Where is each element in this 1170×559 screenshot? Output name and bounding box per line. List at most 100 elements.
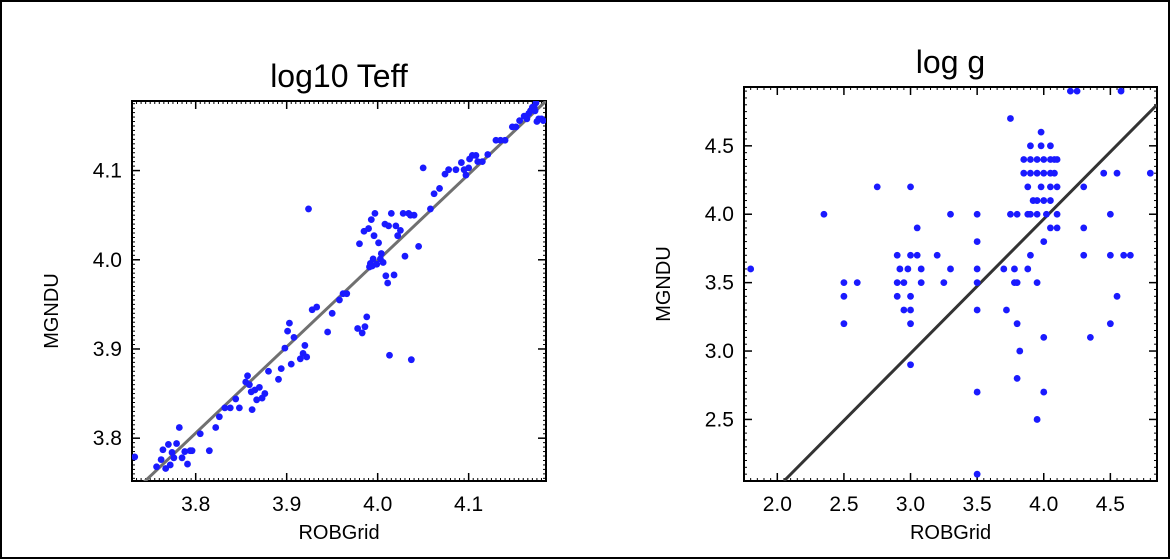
y-tick-label: 3.0: [705, 340, 734, 363]
y-tick-label: 4.5: [705, 135, 734, 158]
y-tick-label: 3.9: [93, 338, 122, 361]
data-point: [371, 209, 379, 217]
data-point: [1080, 224, 1088, 232]
data-point: [390, 271, 398, 279]
data-point: [387, 209, 395, 217]
data-point: [157, 456, 165, 463]
data-point: [382, 272, 390, 280]
data-point: [840, 279, 848, 287]
data-point: [328, 309, 336, 317]
data-point: [1146, 169, 1154, 177]
y-tick-label: 4.0: [93, 249, 122, 272]
data-point: [1020, 156, 1028, 163]
data-point: [1113, 169, 1121, 177]
data-point: [907, 361, 914, 369]
data-point: [478, 158, 486, 166]
data-point: [290, 333, 298, 341]
data-point: [1073, 87, 1081, 95]
data-point: [940, 279, 948, 287]
data-point: [253, 396, 261, 404]
data-point: [539, 117, 546, 125]
data-point: [907, 306, 914, 314]
minor-ticks: [131, 101, 547, 481]
data-point: [1080, 183, 1088, 191]
data-point: [1047, 142, 1054, 150]
data-point: [1047, 197, 1054, 204]
chart-title: log g: [916, 44, 985, 80]
data-point: [1106, 251, 1114, 259]
data-point: [512, 123, 520, 131]
data-point: [1040, 238, 1048, 245]
data-point: [153, 463, 160, 471]
data-point: [1033, 279, 1041, 287]
x-axis-label: ROBGrid: [298, 522, 379, 544]
x-tick-label: 2.5: [829, 493, 858, 516]
data-point: [1024, 183, 1032, 191]
y-tick-label: 3.5: [705, 272, 734, 295]
data-point: [245, 381, 253, 389]
data-point: [284, 327, 291, 335]
fit-line: [782, 103, 1157, 481]
y-tick-label: 4.1: [93, 160, 122, 183]
data-point: [427, 205, 434, 213]
data-point: [907, 292, 914, 300]
data-point: [913, 251, 921, 259]
data-point: [188, 447, 196, 455]
data-point: [1053, 183, 1061, 191]
data-point: [1113, 292, 1121, 300]
data-point: [1027, 210, 1034, 218]
data-point: [893, 279, 901, 287]
data-point: [1016, 347, 1024, 355]
data-point: [1117, 87, 1125, 95]
log-g-plot: 2.0 2.5 3.0 3.5 4.0 4.5 2.5 3.0 3.5 4.0 4.5 log g RO…: [653, 44, 1158, 544]
data-point: [166, 461, 174, 469]
data-point: [1007, 115, 1014, 122]
data-point: [523, 115, 531, 123]
data-point: [1047, 224, 1054, 232]
data-point: [1027, 156, 1034, 163]
x-tick-label: 3.0: [896, 493, 925, 516]
data-point: [164, 441, 172, 448]
data-point: [305, 205, 312, 213]
data-point: [410, 211, 418, 219]
data-point: [232, 395, 240, 403]
y-tick-label: 4.0: [705, 203, 734, 226]
data-point: [1037, 128, 1045, 136]
x-tick-label: 3.8: [181, 493, 210, 516]
data-point: [296, 355, 304, 363]
data-point: [913, 224, 921, 232]
data-point: [379, 259, 387, 266]
data-point: [1013, 374, 1021, 382]
x-tick-label: 3.9: [272, 493, 301, 516]
data-point: [1000, 265, 1008, 273]
data-point: [907, 183, 914, 191]
data-point: [747, 265, 755, 273]
data-point: [373, 260, 381, 268]
x-tick-label: 3.5: [963, 493, 992, 516]
data-point: [221, 404, 229, 412]
chart-title: log10 Teff: [270, 58, 408, 94]
data-point: [369, 255, 377, 263]
data-point: [840, 292, 848, 300]
data-point: [1003, 306, 1010, 314]
data-point: [1040, 169, 1048, 177]
data-point: [516, 117, 524, 125]
data-point: [1106, 320, 1114, 328]
data-point: [226, 404, 234, 412]
data-point: [1040, 156, 1048, 163]
data-point: [1053, 156, 1061, 163]
data-point: [265, 367, 272, 375]
data-point: [343, 290, 351, 298]
data-point: [397, 226, 404, 234]
data-point: [370, 232, 378, 240]
data-point: [973, 279, 981, 287]
data-point: [1086, 333, 1094, 341]
y-tick-label: 2.5: [705, 408, 734, 431]
data-point: [1033, 416, 1041, 423]
data-point: [465, 164, 473, 172]
data-point: [399, 209, 407, 217]
data-point: [303, 353, 311, 361]
data-point: [1020, 169, 1028, 177]
data-point: [1011, 265, 1018, 273]
data-point: [893, 292, 901, 300]
